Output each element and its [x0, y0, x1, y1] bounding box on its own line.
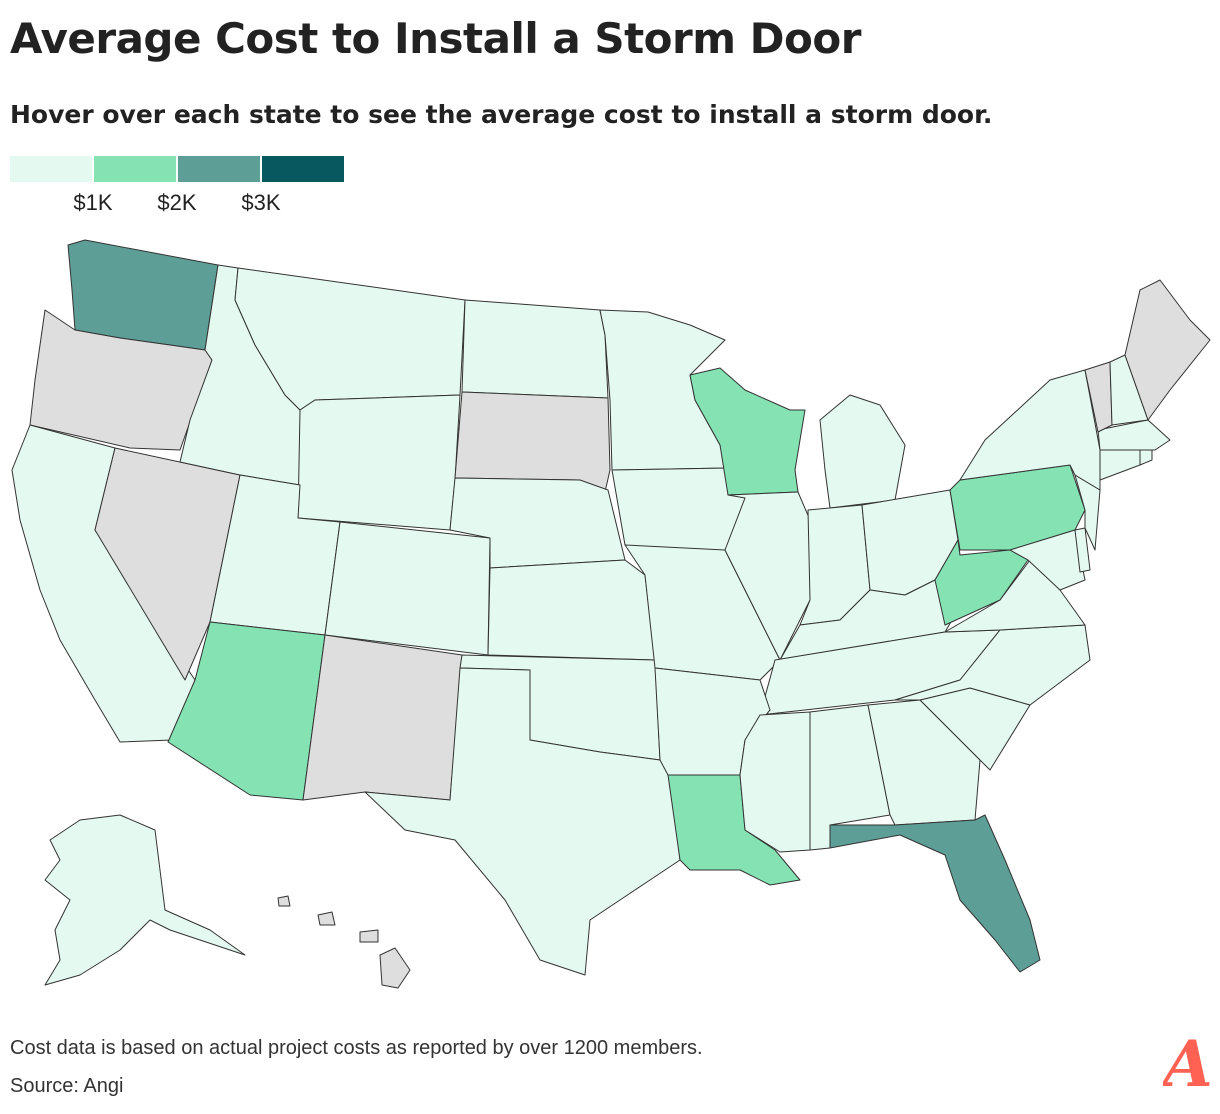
legend-label-2k: $2K — [157, 190, 197, 215]
us-choropleth-map — [11, 239, 1211, 989]
state-maine[interactable] — [1124, 279, 1211, 421]
state-iowa[interactable] — [611, 467, 746, 556]
state-southdakota[interactable] — [454, 391, 611, 493]
state-florida[interactable] — [829, 814, 1041, 973]
chart-subtitle: Hover over each state to see the average… — [10, 100, 993, 129]
color-legend: $1K $2K $3K — [10, 156, 346, 216]
state-wisconsin[interactable] — [689, 367, 806, 496]
footer-note: Cost data is based on actual project cos… — [10, 1037, 703, 1059]
state-texas[interactable] — [364, 667, 681, 976]
state-maryland[interactable] — [1009, 529, 1086, 591]
state-kansas[interactable] — [487, 559, 656, 661]
chart-title: Average Cost to Install a Storm Door — [10, 14, 861, 63]
state-michigan[interactable] — [819, 394, 906, 509]
state-newmexico[interactable] — [302, 634, 463, 801]
state-hawaii-oahu[interactable] — [317, 911, 336, 926]
state-wyoming[interactable] — [297, 394, 461, 531]
footer-source: Source: Angi — [10, 1075, 124, 1097]
state-hawaii-kauai[interactable] — [277, 895, 291, 907]
legend-swatch-high — [178, 156, 260, 182]
state-hawaii[interactable] — [379, 947, 411, 989]
state-alaska[interactable] — [44, 814, 246, 986]
state-mississippi[interactable] — [739, 711, 811, 853]
legend-label-3k: $3K — [241, 190, 281, 215]
state-hawaii-maui[interactable] — [359, 929, 379, 943]
state-illinois[interactable] — [724, 491, 811, 661]
state-northcarolina[interactable] — [894, 624, 1091, 706]
legend-swatch-top — [262, 156, 344, 182]
state-colorado[interactable] — [324, 521, 491, 656]
state-oregon[interactable] — [29, 309, 213, 451]
legend-swatch-low — [10, 156, 92, 182]
angi-logo-letter: A — [1163, 1030, 1213, 1096]
legend-label-1k: $1K — [73, 190, 113, 215]
state-delaware[interactable] — [1074, 527, 1091, 573]
state-massachusetts[interactable] — [1097, 419, 1171, 451]
angi-logo-icon[interactable]: A — [1163, 1030, 1213, 1096]
legend-swatch-mid — [94, 156, 176, 182]
state-northdakota[interactable] — [461, 299, 609, 399]
